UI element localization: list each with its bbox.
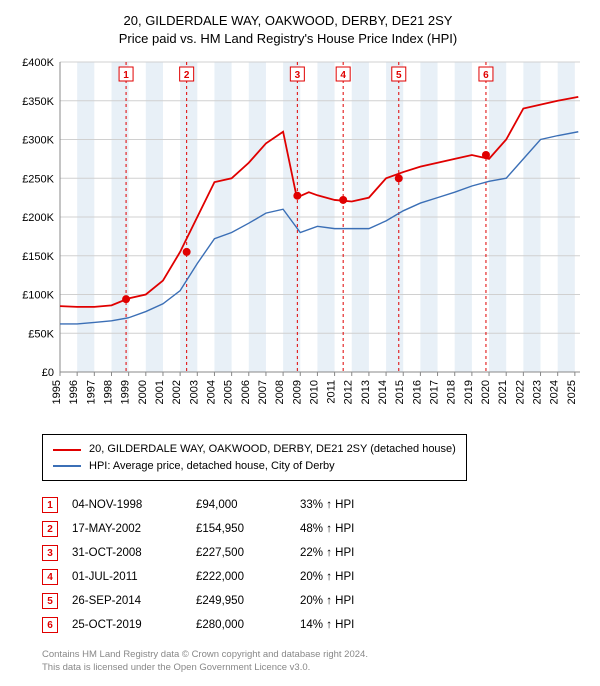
legend-swatch	[53, 465, 81, 467]
svg-text:2018: 2018	[446, 380, 458, 404]
svg-text:2002: 2002	[171, 380, 183, 404]
svg-text:£400K: £400K	[22, 57, 54, 69]
svg-text:2009: 2009	[291, 380, 303, 404]
price-chart: £0 £50K £100K £150K £200K £250K £300K £350K £400…	[12, 54, 582, 424]
title-line-2: Price paid vs. HM Land Registry's House …	[12, 30, 564, 48]
marker-number-box: 1	[42, 497, 58, 513]
svg-text:2001: 2001	[154, 380, 166, 404]
svg-text:2013: 2013	[360, 380, 372, 404]
svg-text:£0: £0	[42, 367, 54, 379]
transaction-delta: 48% ↑ HPI	[300, 517, 368, 541]
footer-line-1: Contains HM Land Registry data © Crown c…	[42, 649, 564, 661]
svg-text:2012: 2012	[343, 380, 355, 404]
chart-container: £0 £50K £100K £150K £200K £250K £300K £350K £400…	[12, 54, 564, 424]
transaction-date: 25-OCT-2019	[72, 613, 196, 637]
svg-text:2005: 2005	[223, 380, 235, 404]
transaction-row: 2 17-MAY-2002£154,95048% ↑ HPI	[42, 517, 368, 541]
svg-text:2014: 2014	[377, 380, 389, 404]
legend-swatch	[53, 449, 81, 451]
legend-item: HPI: Average price, detached house, City…	[53, 458, 456, 475]
svg-text:2020: 2020	[480, 380, 492, 404]
transaction-delta: 20% ↑ HPI	[300, 565, 368, 589]
transaction-price: £249,950	[196, 589, 300, 613]
svg-text:2023: 2023	[532, 380, 544, 404]
title-line-1: 20, GILDERDALE WAY, OAKWOOD, DERBY, DE21…	[12, 12, 564, 30]
svg-text:2006: 2006	[240, 380, 252, 404]
transaction-delta: 14% ↑ HPI	[300, 613, 368, 637]
svg-text:£350K: £350K	[22, 96, 54, 108]
transaction-delta: 20% ↑ HPI	[300, 589, 368, 613]
svg-text:£250K: £250K	[22, 174, 54, 186]
footer-line-2: This data is licensed under the Open Gov…	[42, 662, 564, 674]
transaction-date: 17-MAY-2002	[72, 517, 196, 541]
marker-number-box: 4	[42, 569, 58, 585]
svg-text:2015: 2015	[394, 380, 406, 404]
transaction-delta: 33% ↑ HPI	[300, 493, 368, 517]
legend-item: 20, GILDERDALE WAY, OAKWOOD, DERBY, DE21…	[53, 441, 456, 458]
transaction-price: £94,000	[196, 493, 300, 517]
transaction-delta: 22% ↑ HPI	[300, 541, 368, 565]
svg-text:2004: 2004	[205, 380, 217, 404]
transaction-date: 31-OCT-2008	[72, 541, 196, 565]
legend-label: HPI: Average price, detached house, City…	[89, 458, 335, 475]
svg-text:4: 4	[340, 70, 346, 81]
chart-title-block: 20, GILDERDALE WAY, OAKWOOD, DERBY, DE21…	[12, 12, 564, 48]
svg-text:£150K: £150K	[22, 251, 54, 263]
svg-text:2008: 2008	[274, 380, 286, 404]
svg-text:2010: 2010	[308, 380, 320, 404]
svg-text:2024: 2024	[549, 380, 561, 404]
svg-text:2011: 2011	[326, 380, 338, 404]
svg-text:1997: 1997	[85, 380, 97, 404]
svg-text:2022: 2022	[514, 380, 526, 404]
svg-text:£200K: £200K	[22, 212, 54, 224]
svg-text:2021: 2021	[497, 380, 509, 404]
svg-text:2003: 2003	[188, 380, 200, 404]
chart-legend: 20, GILDERDALE WAY, OAKWOOD, DERBY, DE21…	[42, 434, 467, 481]
svg-text:2017: 2017	[429, 380, 441, 404]
svg-text:5: 5	[396, 70, 402, 81]
marker-number-box: 5	[42, 593, 58, 609]
svg-text:1995: 1995	[51, 380, 63, 404]
legend-label: 20, GILDERDALE WAY, OAKWOOD, DERBY, DE21…	[89, 441, 456, 458]
svg-text:1: 1	[123, 70, 129, 81]
svg-text:6: 6	[483, 70, 489, 81]
svg-text:1998: 1998	[102, 380, 114, 404]
svg-text:1999: 1999	[120, 380, 132, 404]
svg-text:£300K: £300K	[22, 135, 54, 147]
transaction-row: 5 26-SEP-2014£249,95020% ↑ HPI	[42, 589, 368, 613]
transaction-price: £280,000	[196, 613, 300, 637]
transaction-row: 6 25-OCT-2019£280,00014% ↑ HPI	[42, 613, 368, 637]
transaction-price: £154,950	[196, 517, 300, 541]
svg-text:1996: 1996	[68, 380, 80, 404]
svg-text:2000: 2000	[137, 380, 149, 404]
svg-text:2019: 2019	[463, 380, 475, 404]
transaction-date: 01-JUL-2011	[72, 565, 196, 589]
marker-number-box: 6	[42, 617, 58, 633]
transaction-price: £227,500	[196, 541, 300, 565]
svg-text:2016: 2016	[411, 380, 423, 404]
marker-number-box: 3	[42, 545, 58, 561]
svg-text:£50K: £50K	[28, 329, 54, 341]
svg-text:2007: 2007	[257, 380, 269, 404]
svg-text:£100K: £100K	[22, 290, 54, 302]
svg-text:2: 2	[184, 70, 190, 81]
footer-attribution: Contains HM Land Registry data © Crown c…	[42, 649, 564, 674]
marker-number-box: 2	[42, 521, 58, 537]
transaction-row: 4 01-JUL-2011£222,00020% ↑ HPI	[42, 565, 368, 589]
transaction-price: £222,000	[196, 565, 300, 589]
transaction-date: 26-SEP-2014	[72, 589, 196, 613]
transaction-row: 1 04-NOV-1998£94,00033% ↑ HPI	[42, 493, 368, 517]
svg-text:3: 3	[295, 70, 301, 81]
transactions-table: 1 04-NOV-1998£94,00033% ↑ HPI 2 17-MAY-2002…	[42, 493, 368, 637]
transaction-date: 04-NOV-1998	[72, 493, 196, 517]
svg-text:2025: 2025	[566, 380, 578, 404]
transaction-row: 3 31-OCT-2008£227,50022% ↑ HPI	[42, 541, 368, 565]
